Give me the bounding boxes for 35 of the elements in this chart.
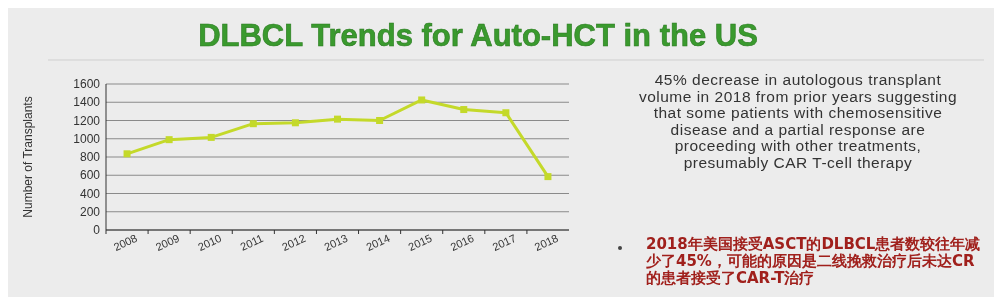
x-tick-label: 2014 (364, 231, 392, 253)
x-tick-label: 2015 (406, 231, 434, 253)
x-tick-label: 2017 (490, 231, 518, 253)
x-tick-label: 2008 (111, 231, 139, 253)
text: 2018年美国接受ASCT的DLBCL患者数较往年减少了45%，可能的原因是二线挽救治疗后未达CR的患者接受了CAR-T治疗 (646, 235, 982, 287)
point (418, 96, 426, 104)
x-tick-label: 2012 (280, 231, 308, 253)
chart-title: DLBCL Trends for Auto-HCT in the US (198, 18, 758, 53)
point (207, 133, 215, 141)
point (334, 115, 341, 123)
y-tick-label: 400 (79, 186, 101, 201)
y-tick-label: 1200 (73, 113, 101, 128)
point (544, 173, 552, 181)
x-tick-label: 2009 (153, 231, 182, 253)
y-tick-label: 1600 (73, 77, 101, 92)
y-tick-label: 1400 (73, 95, 101, 110)
y-tick-label: 800 (79, 150, 101, 165)
point (502, 109, 510, 117)
point (376, 117, 384, 124)
point (165, 136, 173, 144)
point (123, 150, 131, 158)
x-tick-label: 2016 (448, 231, 476, 253)
x-tick-label: 2011 (238, 231, 265, 253)
x-tick-label: 2013 (322, 231, 350, 253)
x-tick-label: 2018 (532, 231, 560, 253)
text: 45% decrease in autologous transplant volume in 2018 from prior years suggesting that some patients with chemosensitive disease and a partial response are proceeding with other treatments, presumably CAR T-cell therapy (638, 71, 958, 171)
y-tick-label: 600 (79, 168, 101, 183)
point (249, 120, 257, 128)
point (460, 106, 468, 114)
x-tick-label: 2010 (195, 231, 224, 253)
y-tick-label: 0 (93, 223, 101, 238)
y-tick-label: 200 (79, 204, 101, 219)
point (291, 119, 299, 127)
y-axis-title: Number of Transplants (21, 96, 35, 218)
y-tick-label: 1000 (73, 131, 101, 146)
